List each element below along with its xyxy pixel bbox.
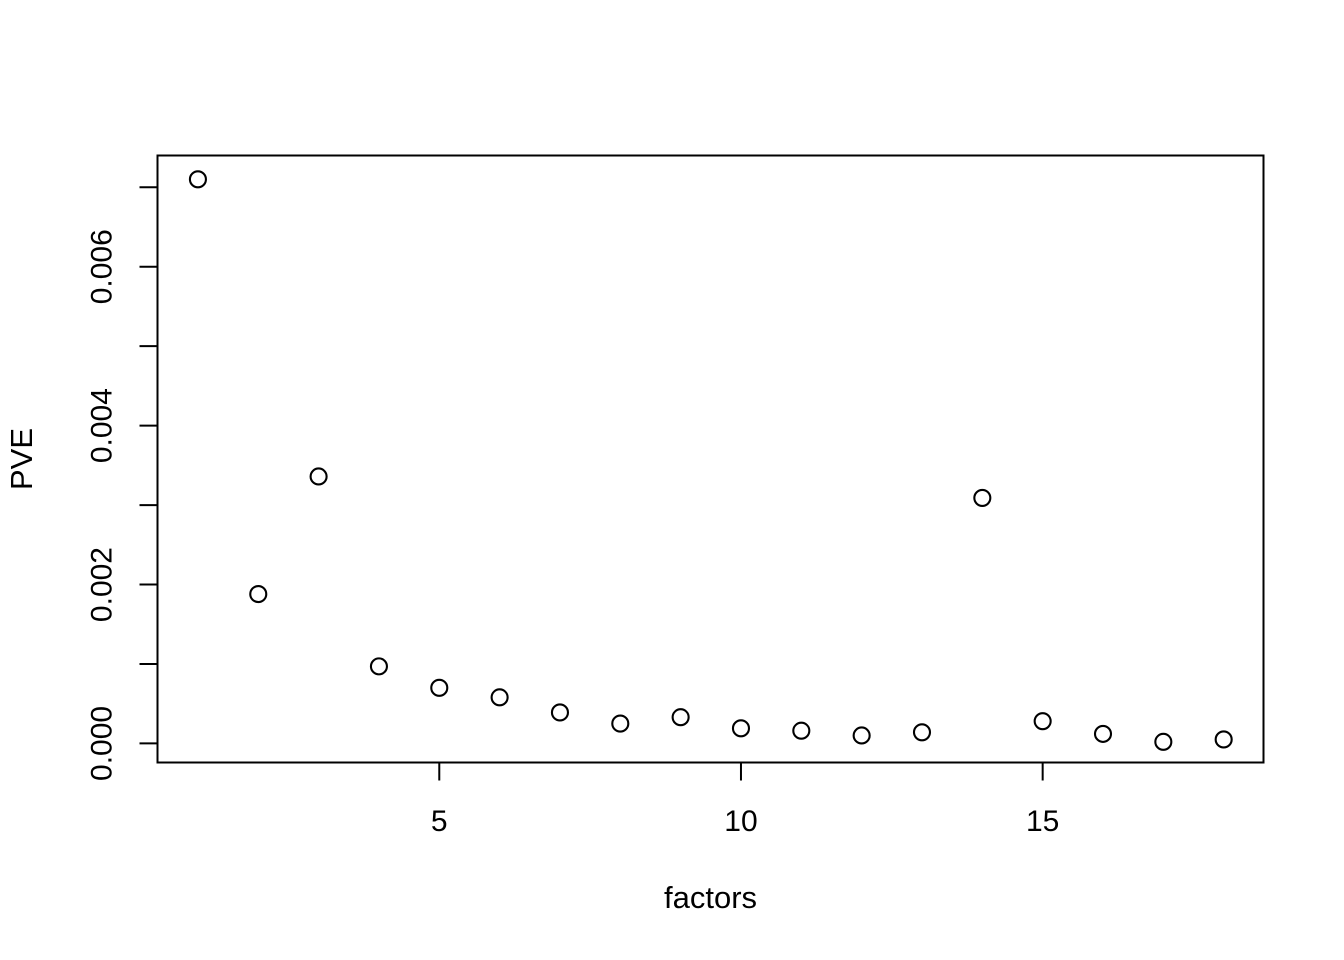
data-point	[792, 721, 811, 740]
data-point	[249, 585, 268, 604]
data-point	[188, 170, 207, 189]
x-axis-tick-label: 10	[724, 805, 757, 838]
x-axis-tick-label: 5	[431, 805, 448, 838]
data-point	[611, 714, 630, 733]
data-point	[309, 467, 328, 486]
data-point	[430, 678, 449, 697]
data-point	[1033, 712, 1052, 731]
data-point	[490, 688, 509, 707]
data-point	[671, 708, 690, 727]
data-point	[912, 723, 932, 742]
y-axis-title: PVE	[4, 427, 39, 491]
data-point	[550, 703, 570, 722]
data-point	[1093, 724, 1113, 743]
data-point	[1154, 732, 1173, 751]
data-point	[973, 488, 992, 507]
data-point	[731, 719, 751, 738]
x-axis-tick-label: 15	[1026, 805, 1059, 838]
y-axis-tick-label: 0.004	[86, 388, 119, 463]
data-point	[852, 726, 871, 745]
plot-border	[156, 154, 1265, 764]
y-axis-tick-label: 0.002	[86, 547, 119, 622]
x-axis-title: factors	[663, 880, 758, 915]
y-axis-tick-label: 0.006	[86, 229, 119, 304]
data-point	[369, 657, 388, 676]
data-point	[1214, 730, 1233, 749]
y-axis-tick-label: 0.000	[86, 706, 119, 781]
